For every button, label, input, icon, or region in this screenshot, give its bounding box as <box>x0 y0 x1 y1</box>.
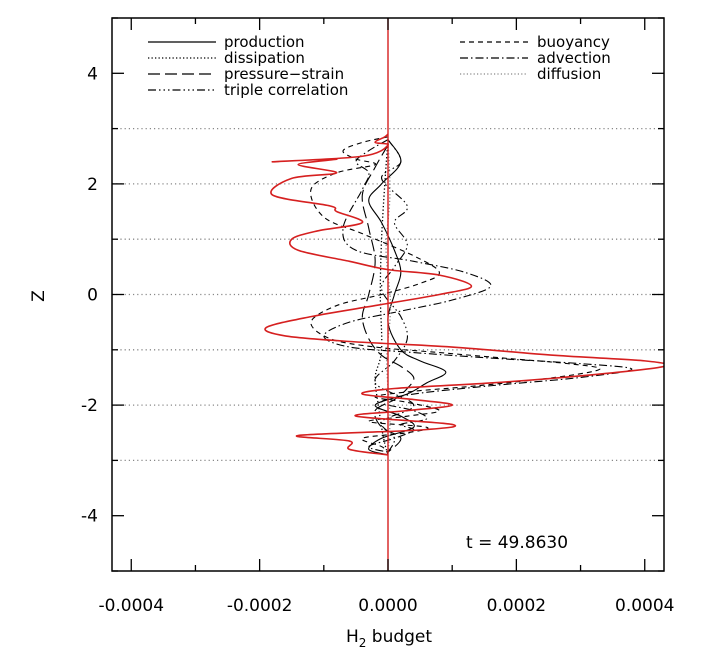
y-tick-label: -2 <box>81 396 98 416</box>
legend-label-advection: advection <box>537 49 611 67</box>
legend-label-dissipation: dissipation <box>224 49 305 67</box>
series-line-production <box>368 139 447 456</box>
x-tick-label: -0.0002 <box>227 596 293 616</box>
x-tick-label: 0.0004 <box>615 596 674 616</box>
time-annotation: t = 49.8630 <box>466 533 568 553</box>
y-tick-label: 0 <box>87 286 98 306</box>
series-line-advection <box>323 139 633 453</box>
x-axis-title-rest: budget <box>366 627 432 647</box>
tick-labels: -0.0004 -0.0002 0.0000 0.0002 0.0004 -4 -2 0 2 4 <box>81 64 674 616</box>
y-tick-label: 2 <box>87 175 98 195</box>
y-tick-label: -4 <box>81 507 98 527</box>
y-axis-title: Z <box>29 290 49 302</box>
series-layer <box>264 18 664 571</box>
legend-label-triple-correlation: triple correlation <box>224 81 348 99</box>
legend-label-buoyancy: buoyancy <box>537 33 610 51</box>
legend: productiondissipationpressure−straintrip… <box>148 33 611 99</box>
x-axis-title: H2 budget <box>346 627 432 649</box>
x-axis-title-main: H <box>346 627 359 647</box>
legend-label-production: production <box>224 33 305 51</box>
legend-label-pressure-strain: pressure−strain <box>224 65 344 83</box>
x-axis-title-subscript: 2 <box>359 636 367 649</box>
series-line-pressure-strain <box>361 144 415 453</box>
x-tick-label: 0.0002 <box>487 596 546 616</box>
axis-ticks <box>112 17 664 572</box>
series-line-total <box>264 133 664 456</box>
series-line-diffusion <box>385 139 392 455</box>
x-tick-label: -0.0004 <box>98 596 164 616</box>
legend-label-diffusion: diffusion <box>537 65 601 83</box>
y-tick-label: 4 <box>87 64 98 84</box>
x-tick-label: 0.0000 <box>358 596 417 616</box>
series-line-dissipation <box>374 139 389 456</box>
